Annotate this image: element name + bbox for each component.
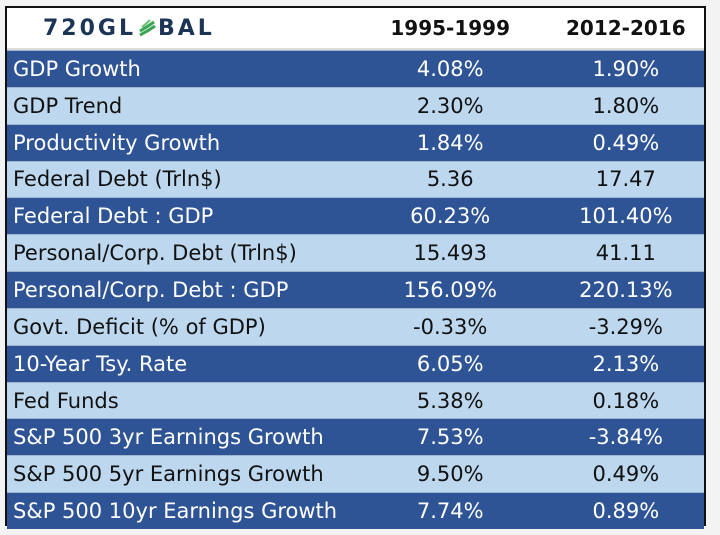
value-2012-2016: 0.49% <box>592 130 660 155</box>
table-row: S&P 500 10yr Earnings Growth 7.74% 0.89% <box>7 492 704 529</box>
value-1995-1999: 156.09% <box>403 277 497 302</box>
row-label: Fed Funds <box>13 388 119 413</box>
table-row: Federal Debt : GDP 60.23% 101.40% <box>7 197 704 235</box>
value-1995-1999: 2.30% <box>416 93 484 118</box>
value-1995-1999: 7.53% <box>416 425 484 450</box>
value-2012-2016: -3.29% <box>588 314 663 339</box>
row-label: Federal Debt : GDP <box>13 204 214 229</box>
table-row: 10-Year Tsy. Rate 6.05% 2.13% <box>7 344 704 382</box>
value-1995-1999: 9.50% <box>416 462 484 487</box>
column-header: 2012-2016 <box>566 16 686 40</box>
row-label: Federal Debt (Trln$) <box>13 167 222 192</box>
row-label: Productivity Growth <box>13 130 221 155</box>
value-2012-2016: 0.49% <box>592 462 660 487</box>
data-table: 720GL BAL 1995-1999 2012-2016 GDP Growth… <box>5 6 706 529</box>
value-1995-1999: 15.493 <box>413 241 487 266</box>
table-row: GDP Trend 2.30% 1.80% <box>7 86 704 124</box>
table-row: Personal/Corp. Debt (Trln$) 15.493 41.11 <box>7 234 704 272</box>
logo-text-a: 720GL <box>43 15 136 41</box>
value-2012-2016: 41.11 <box>595 241 656 266</box>
row-label: S&P 500 3yr Earnings Growth <box>13 425 324 450</box>
table-row: Fed Funds 5.38% 0.18% <box>7 381 704 419</box>
value-1995-1999: 60.23% <box>410 204 491 229</box>
value-2012-2016: 1.90% <box>592 56 660 81</box>
value-1995-1999: -0.33% <box>413 314 488 339</box>
logo-text-b: BAL <box>158 15 215 41</box>
row-label: S&P 500 5yr Earnings Growth <box>13 462 324 487</box>
value-2012-2016: -3.84% <box>588 425 663 450</box>
table-row: Productivity Growth 1.84% 0.49% <box>7 123 704 161</box>
table-row: Federal Debt (Trln$) 5.36 17.47 <box>7 160 704 198</box>
row-label: Personal/Corp. Debt (Trln$) <box>13 241 297 266</box>
table-row: Govt. Deficit (% of GDP) -0.33% -3.29% <box>7 307 704 345</box>
row-label: GDP Growth <box>13 56 141 81</box>
table-row: S&P 500 3yr Earnings Growth 7.53% -3.84% <box>7 418 704 456</box>
value-1995-1999: 5.38% <box>416 388 484 413</box>
value-2012-2016: 220.13% <box>579 277 673 302</box>
table-row: GDP Growth 4.08% 1.90% <box>7 50 704 87</box>
value-1995-1999: 7.74% <box>416 499 484 524</box>
value-2012-2016: 1.80% <box>592 93 660 118</box>
row-label: Personal/Corp. Debt : GDP <box>13 277 289 302</box>
row-label: S&P 500 10yr Earnings Growth <box>13 499 338 524</box>
value-2012-2016: 0.18% <box>592 388 660 413</box>
value-1995-1999: 5.36 <box>426 167 474 192</box>
header-row: 720GL BAL 1995-1999 2012-2016 <box>7 8 704 50</box>
value-2012-2016: 17.47 <box>595 167 656 192</box>
table-row: Personal/Corp. Debt : GDP 156.09% 220.13% <box>7 271 704 308</box>
value-1995-1999: 4.08% <box>416 56 484 81</box>
logo: 720GL BAL <box>7 16 365 41</box>
row-label: GDP Trend <box>13 93 123 118</box>
value-2012-2016: 101.40% <box>579 204 673 229</box>
row-label: 10-Year Tsy. Rate <box>13 351 188 376</box>
value-1995-1999: 1.84% <box>416 130 484 155</box>
row-label: Govt. Deficit (% of GDP) <box>13 314 266 339</box>
value-1995-1999: 6.05% <box>416 351 484 376</box>
value-2012-2016: 2.13% <box>592 351 660 376</box>
globe-icon <box>138 19 156 37</box>
table-row: S&P 500 5yr Earnings Growth 9.50% 0.49% <box>7 455 704 493</box>
value-2012-2016: 0.89% <box>592 499 660 524</box>
column-header: 1995-1999 <box>390 16 511 40</box>
